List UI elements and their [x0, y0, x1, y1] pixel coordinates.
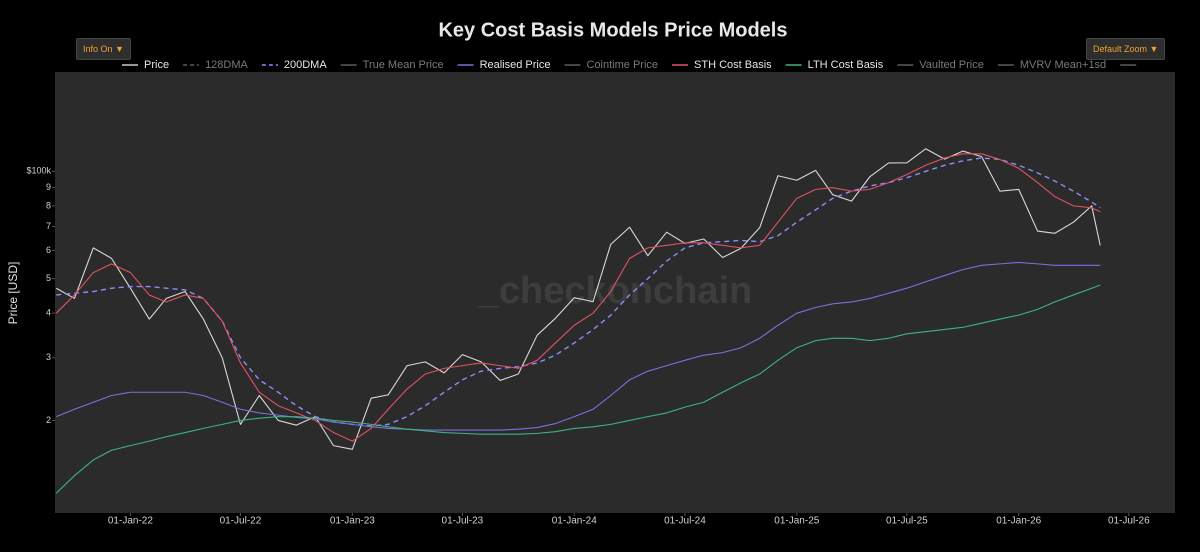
y-tick-label: 5	[46, 273, 51, 283]
y-tick-label: 6	[46, 245, 51, 255]
legend-entry: Cointime Price	[586, 59, 658, 71]
legend-entry: MVRV Mean+2sd	[1142, 59, 1200, 71]
x-tick-label: 01-Jul-22	[220, 516, 262, 527]
series-line	[56, 261, 1101, 431]
y-tick-label: 4	[46, 308, 51, 318]
info-button[interactable]: Info On ▼	[76, 38, 131, 60]
legend-entry: True Mean Price	[363, 59, 444, 71]
y-tick-label: $100k	[26, 166, 51, 176]
series-layer	[55, 148, 1101, 494]
legend-entry: Realised Price	[480, 59, 551, 71]
x-tick-label: 01-Jul-25	[886, 516, 928, 527]
y-axis-title: Price [USD]	[6, 262, 20, 325]
x-tick-label: 01-Jul-23	[442, 516, 484, 527]
x-tick-label: 01-Jul-26	[1108, 516, 1150, 527]
x-tick-label: 01-Jan-24	[552, 516, 597, 527]
x-tick-label: 01-Jan-25	[774, 516, 819, 527]
y-tick-label: 7	[46, 221, 51, 231]
series-line	[55, 148, 1101, 450]
legend: Price 128DMA 200DMA True Mean Price Realised…	[122, 59, 1200, 71]
series-line	[55, 284, 1101, 494]
legend-entry: 128DMA	[205, 59, 248, 71]
zoom-button[interactable]: Default Zoom ▼	[1086, 38, 1166, 60]
legend-entry: MVRV Mean+1sd	[1020, 59, 1106, 71]
x-tick-label: 01-Jan-23	[330, 516, 375, 527]
series-line	[56, 157, 1101, 427]
y-tick-label: 9	[46, 182, 51, 192]
watermark: _checkonchain	[477, 270, 753, 312]
legend-entry: LTH Cost Basis	[808, 59, 884, 71]
series-line	[55, 153, 1101, 442]
legend-entry: Vaulted Price	[919, 59, 984, 71]
x-tick-label: 01-Jul-24	[664, 516, 706, 527]
plot-area	[55, 72, 1175, 513]
y-tick-label: 2	[46, 415, 51, 425]
legend-entry: 200DMA	[284, 59, 327, 71]
x-tick-label: 01-Jan-26	[996, 516, 1041, 527]
legend-entry: Price	[144, 59, 169, 71]
legend-entry: STH Cost Basis	[694, 59, 772, 71]
chart-title: Key Cost Basis Models Price Models	[438, 19, 787, 41]
y-tick-label: 8	[46, 200, 51, 210]
x-tick-label: 01-Jan-22	[108, 516, 153, 527]
y-tick-label: 3	[46, 352, 51, 362]
